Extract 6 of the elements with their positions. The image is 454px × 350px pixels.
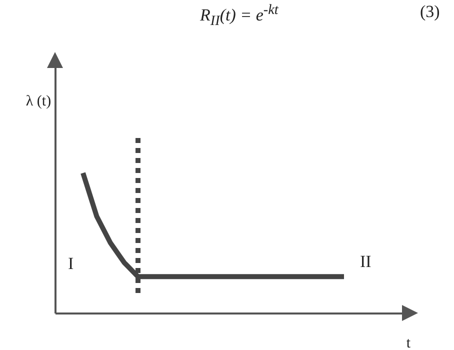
text: II xyxy=(360,252,372,272)
text: R$_{II}$(t) = e$^{-kt}$ xyxy=(200,2,278,30)
text: (3) xyxy=(420,2,440,22)
x-axis-title: t xyxy=(406,336,412,350)
y-axis-title: λ (t) xyxy=(26,94,52,110)
text: I xyxy=(68,254,74,274)
